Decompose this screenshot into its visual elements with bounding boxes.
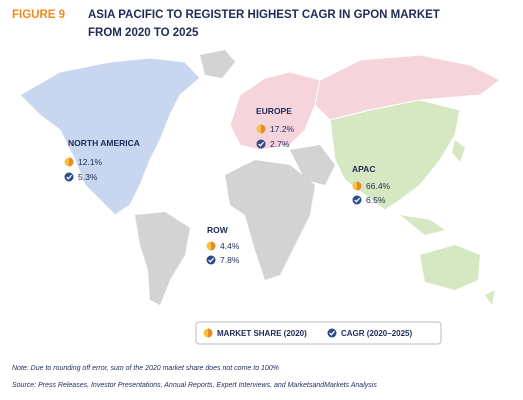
title-line: FROM 2020 TO 2025 bbox=[88, 27, 199, 39]
share-icon bbox=[203, 328, 213, 338]
cagr-icon bbox=[63, 171, 75, 183]
region-labels: NORTH AMERICA 12.1% 5.3% EUROPE 17.2% 2.… bbox=[63, 106, 391, 266]
share-icon bbox=[352, 181, 362, 191]
title-line: ASIA PACIFIC TO REGISTER HIGHEST CAGR IN… bbox=[88, 9, 440, 21]
market-share: 12.1% bbox=[78, 157, 103, 167]
note: Note: Due to rounding off error, sum of … bbox=[12, 365, 279, 372]
cagr: 6.5% bbox=[366, 195, 386, 205]
region-name: EUROPE bbox=[256, 106, 292, 116]
cagr-icon bbox=[351, 194, 363, 206]
legend-box bbox=[195, 321, 442, 345]
region-name: APAC bbox=[352, 164, 375, 174]
world-map bbox=[19, 50, 501, 305]
region-name: NORTH AMERICA bbox=[68, 138, 140, 148]
share-icon bbox=[64, 157, 74, 167]
source: Source: Press Releases, Investor Present… bbox=[12, 382, 377, 389]
cagr: 2.7% bbox=[270, 139, 290, 149]
market-share: 17.2% bbox=[270, 124, 295, 134]
cagr: 7.8% bbox=[220, 255, 240, 265]
region-name: ROW bbox=[207, 225, 229, 235]
market-share: 66.4% bbox=[366, 181, 391, 191]
legend: MARKET SHARE (2020) CAGR (2020–2025) bbox=[195, 321, 442, 345]
cagr-icon bbox=[205, 254, 217, 266]
cagr: 5.3% bbox=[78, 172, 98, 182]
market-share: 4.4% bbox=[220, 241, 240, 251]
share-icon bbox=[206, 241, 216, 251]
legend-label: MARKET SHARE (2020) bbox=[217, 329, 307, 338]
figure-label: FIGURE 9 bbox=[12, 9, 65, 21]
share-icon bbox=[256, 124, 266, 134]
legend-label: CAGR (2020–2025) bbox=[341, 329, 412, 338]
cagr-icon bbox=[255, 138, 267, 150]
cagr-icon bbox=[326, 327, 338, 339]
